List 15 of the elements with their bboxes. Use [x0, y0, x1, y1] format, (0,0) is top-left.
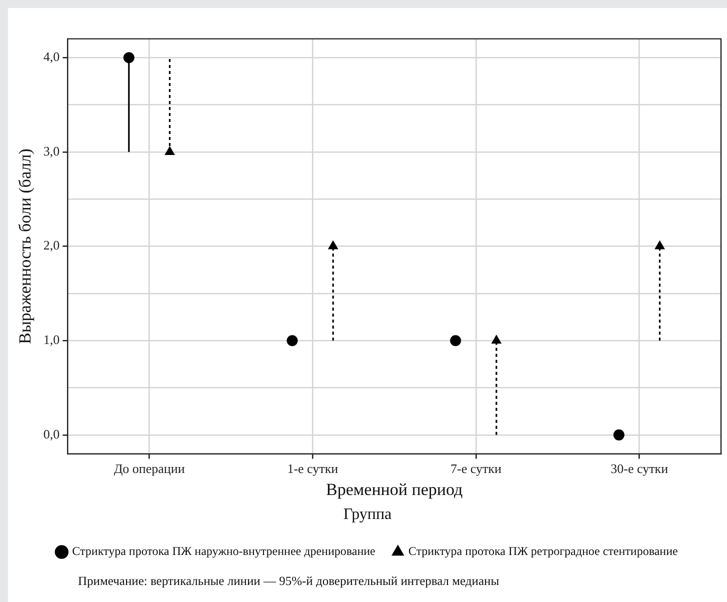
y-tick-label: 0,0: [43, 426, 60, 442]
y-tick-label: 1,0: [43, 332, 60, 348]
y-axis-title: Выраженность боли (балл): [16, 148, 35, 344]
x-tick-label: 1-е сутки: [287, 461, 338, 476]
y-tick-label: 2,0: [43, 238, 60, 253]
text: Примечание: вертикальные линии — 95%-й доверительный интервал медианы: [78, 574, 500, 589]
x-tick-label: 30-е сутки: [610, 461, 668, 476]
y-tick-label: 4,0: [43, 49, 60, 64]
y-tick-label: 3,0: [43, 143, 60, 158]
x-tick-label: 7-е сутки: [450, 461, 502, 476]
legend-label: Стриктура протока ПЖ наружно-внутреннее дренирование: [72, 544, 376, 558]
legend-title: Группа: [343, 506, 392, 524]
legend-label: Стриктура протока ПЖ ретроградное стентирование: [408, 544, 678, 558]
x-axis-title: Временной период: [326, 480, 463, 500]
x-tick-label: До операции: [114, 461, 185, 476]
